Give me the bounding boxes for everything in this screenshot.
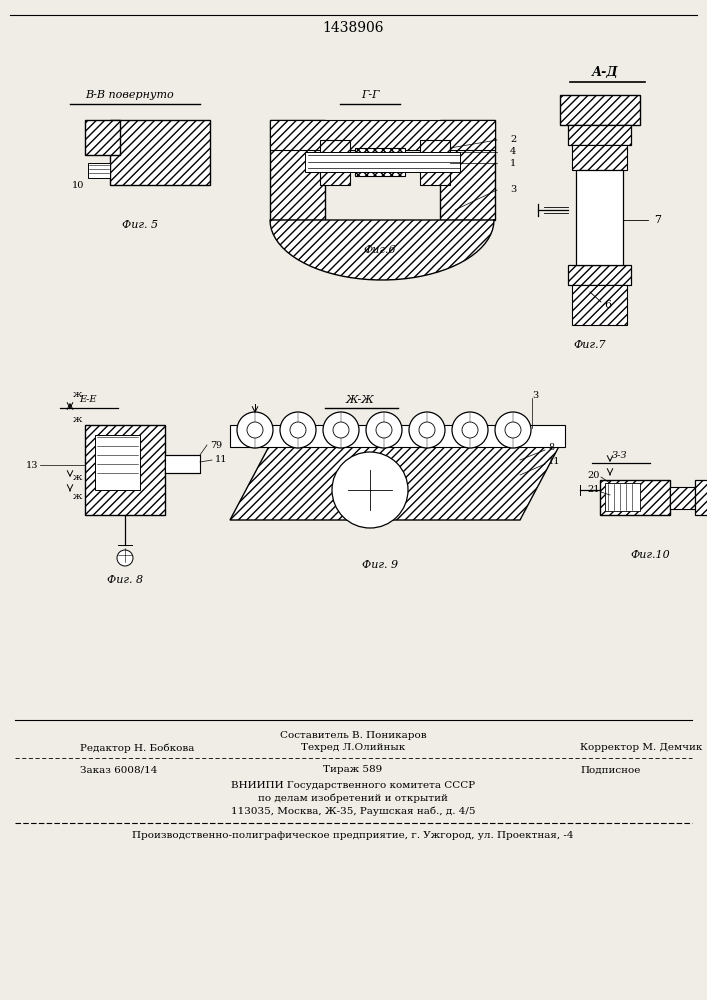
Circle shape bbox=[409, 412, 445, 448]
Bar bbox=[576, 170, 623, 265]
Text: Тираж 589: Тираж 589 bbox=[323, 766, 382, 774]
Bar bbox=[670, 487, 695, 509]
Text: Ж: Ж bbox=[74, 416, 83, 424]
Circle shape bbox=[117, 550, 133, 566]
Bar bbox=[572, 145, 627, 170]
Bar bbox=[568, 125, 631, 145]
Bar bbox=[85, 120, 120, 155]
Circle shape bbox=[419, 422, 435, 438]
Bar bbox=[560, 95, 640, 125]
Text: 10: 10 bbox=[72, 180, 84, 190]
Circle shape bbox=[237, 412, 273, 448]
Text: Г-Г: Г-Г bbox=[361, 90, 379, 100]
Text: Фиг. 8: Фиг. 8 bbox=[107, 575, 143, 585]
Text: по делам изобретений и открытий: по делам изобретений и открытий bbox=[258, 793, 448, 803]
Bar bbox=[605, 483, 640, 511]
Text: 8: 8 bbox=[548, 444, 554, 452]
Bar bbox=[88, 163, 110, 178]
Text: 6: 6 bbox=[604, 300, 612, 310]
Text: Фиг.6: Фиг.6 bbox=[363, 245, 397, 255]
Bar bbox=[230, 425, 565, 447]
Circle shape bbox=[332, 452, 408, 528]
Text: Фиг.7: Фиг.7 bbox=[573, 340, 607, 350]
Text: 13: 13 bbox=[25, 460, 38, 470]
Circle shape bbox=[505, 422, 521, 438]
Bar bbox=[320, 140, 350, 185]
Text: В-В повернуто: В-В повернуто bbox=[86, 90, 175, 100]
Bar bbox=[95, 435, 140, 490]
Text: Составитель В. Поникаров: Составитель В. Поникаров bbox=[280, 732, 426, 740]
Bar bbox=[110, 120, 210, 185]
Text: 7: 7 bbox=[210, 440, 216, 450]
Text: 4: 4 bbox=[510, 147, 516, 156]
Text: Фиг. 9: Фиг. 9 bbox=[362, 560, 398, 570]
Text: Производственно-полиграфическое предприятие, г. Ужгород, ул. Проектная, -4: Производственно-полиграфическое предприя… bbox=[132, 832, 574, 840]
Text: Фиг.10: Фиг.10 bbox=[630, 550, 670, 560]
Text: Техред Л.Олийнык: Техред Л.Олийнык bbox=[301, 744, 405, 752]
Text: 11: 11 bbox=[548, 458, 561, 466]
Circle shape bbox=[247, 422, 263, 438]
Circle shape bbox=[366, 412, 402, 448]
Circle shape bbox=[333, 422, 349, 438]
Bar bbox=[420, 140, 450, 185]
Circle shape bbox=[290, 422, 306, 438]
Bar bbox=[118, 437, 136, 462]
Text: 9: 9 bbox=[216, 440, 222, 450]
Circle shape bbox=[376, 422, 392, 438]
Circle shape bbox=[452, 412, 488, 448]
Text: Ж-Ж: Ж-Ж bbox=[346, 395, 375, 405]
Bar bbox=[600, 480, 670, 515]
Text: Ж: Ж bbox=[74, 493, 83, 501]
Text: 2: 2 bbox=[510, 135, 516, 144]
Text: 20: 20 bbox=[588, 471, 600, 480]
Text: Подписное: Подписное bbox=[580, 766, 641, 774]
Bar bbox=[85, 425, 165, 515]
Polygon shape bbox=[270, 220, 495, 280]
Circle shape bbox=[462, 422, 478, 438]
Text: 21: 21 bbox=[588, 486, 600, 494]
Bar bbox=[695, 480, 707, 515]
Bar bbox=[440, 120, 495, 220]
Text: З-З: З-З bbox=[612, 450, 628, 460]
Polygon shape bbox=[230, 435, 565, 520]
Text: 3: 3 bbox=[532, 390, 538, 399]
Bar bbox=[572, 285, 627, 325]
Bar bbox=[305, 152, 460, 172]
Text: 1438906: 1438906 bbox=[322, 21, 384, 35]
Text: 113035, Москва, Ж-35, Раушская наб., д. 4/5: 113035, Москва, Ж-35, Раушская наб., д. … bbox=[230, 806, 475, 816]
Circle shape bbox=[280, 412, 316, 448]
Text: Е-Е: Е-Е bbox=[79, 395, 97, 404]
Bar bbox=[270, 120, 495, 150]
Text: Корректор М. Демчик: Корректор М. Демчик bbox=[580, 744, 702, 752]
Bar bbox=[355, 148, 405, 176]
Text: 11: 11 bbox=[215, 456, 228, 464]
Text: 1: 1 bbox=[510, 158, 516, 167]
Bar bbox=[568, 265, 631, 285]
Text: 3: 3 bbox=[510, 186, 516, 194]
Text: А-Д: А-Д bbox=[592, 66, 618, 79]
Text: 7: 7 bbox=[655, 215, 662, 225]
Text: Редактор Н. Бобкова: Редактор Н. Бобкова bbox=[80, 743, 194, 753]
Text: ВНИИПИ Государственного комитета СССР: ВНИИПИ Государственного комитета СССР bbox=[231, 780, 475, 790]
Text: Ж: Ж bbox=[74, 391, 83, 399]
Circle shape bbox=[495, 412, 531, 448]
Bar bbox=[270, 120, 325, 220]
Text: Заказ 6008/14: Заказ 6008/14 bbox=[80, 766, 158, 774]
Bar bbox=[165, 455, 200, 473]
Text: Фиг. 5: Фиг. 5 bbox=[122, 220, 158, 230]
Bar bbox=[98, 437, 116, 462]
Text: Ж: Ж bbox=[74, 474, 83, 482]
Circle shape bbox=[323, 412, 359, 448]
